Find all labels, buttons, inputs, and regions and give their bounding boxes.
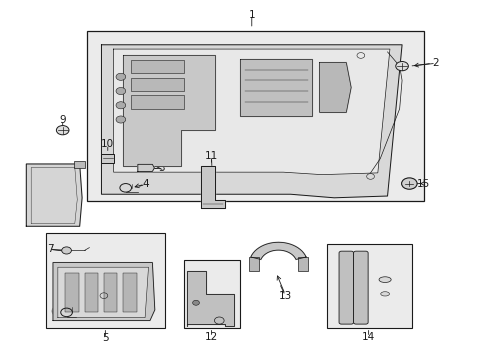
Text: 14: 14: [361, 332, 374, 342]
Bar: [130, 77, 183, 91]
Polygon shape: [319, 63, 350, 112]
Text: 12: 12: [204, 332, 218, 342]
Bar: [326, 244, 411, 328]
Bar: [298, 257, 307, 271]
Text: 11: 11: [204, 151, 218, 161]
Circle shape: [61, 247, 71, 254]
Text: 9: 9: [59, 115, 66, 125]
Text: 13: 13: [278, 291, 291, 301]
Bar: [123, 273, 137, 312]
Bar: [183, 260, 239, 328]
Circle shape: [192, 300, 199, 305]
Bar: [74, 161, 84, 167]
Ellipse shape: [378, 277, 390, 283]
Polygon shape: [123, 55, 215, 166]
Text: 1: 1: [248, 9, 255, 19]
Bar: [45, 233, 164, 328]
Bar: [130, 95, 183, 109]
Polygon shape: [58, 267, 148, 318]
Ellipse shape: [380, 292, 388, 296]
Polygon shape: [250, 242, 305, 260]
Circle shape: [116, 73, 125, 80]
Text: 3: 3: [158, 163, 164, 172]
Circle shape: [116, 87, 125, 95]
Polygon shape: [187, 271, 233, 326]
Polygon shape: [113, 49, 389, 175]
Bar: [87, 31, 423, 201]
Bar: [84, 273, 98, 312]
Text: 8: 8: [29, 208, 36, 218]
Polygon shape: [239, 59, 312, 116]
Text: 2: 2: [432, 58, 438, 68]
Bar: [130, 60, 183, 73]
Circle shape: [401, 178, 416, 189]
Text: 6: 6: [50, 307, 57, 317]
Circle shape: [56, 126, 69, 135]
Polygon shape: [201, 166, 224, 208]
Text: 15: 15: [416, 179, 429, 189]
FancyBboxPatch shape: [338, 251, 353, 324]
Bar: [65, 273, 79, 312]
Text: 7: 7: [47, 244, 53, 255]
Bar: [248, 257, 258, 271]
Text: 10: 10: [101, 139, 114, 149]
Circle shape: [116, 102, 125, 109]
Bar: [103, 273, 117, 312]
Polygon shape: [26, 164, 82, 226]
Polygon shape: [53, 262, 155, 320]
Bar: [102, 154, 114, 163]
Text: 4: 4: [142, 179, 149, 189]
Polygon shape: [138, 165, 154, 171]
Circle shape: [116, 116, 125, 123]
Polygon shape: [102, 45, 401, 198]
FancyBboxPatch shape: [353, 251, 367, 324]
Text: 5: 5: [102, 333, 108, 343]
Circle shape: [395, 62, 407, 71]
